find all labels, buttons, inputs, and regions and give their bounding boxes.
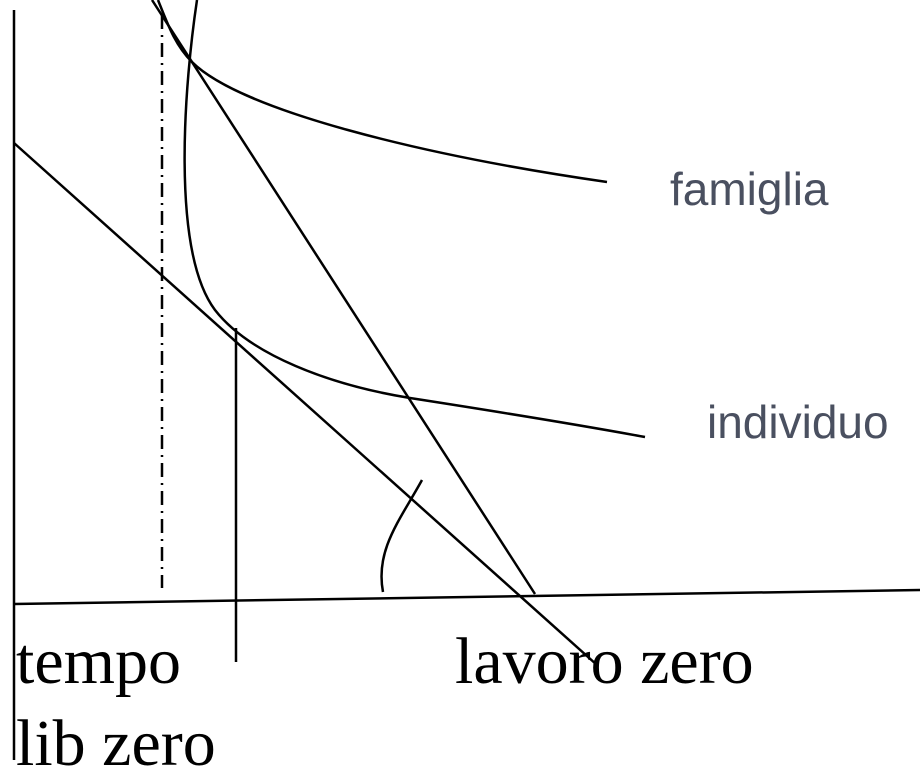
x-axis xyxy=(13,588,920,606)
budget-line-family xyxy=(150,0,537,595)
indifference-curve-family xyxy=(156,0,608,184)
label-work-zero: lavoro zero xyxy=(455,625,754,698)
budget-line-individual xyxy=(13,142,598,666)
indifference-curve-individual xyxy=(183,0,646,439)
label-individual: individuo xyxy=(707,396,889,448)
label-family: famiglia xyxy=(670,163,829,215)
label-free-time-zero-2: lib zero xyxy=(16,707,216,773)
pointer xyxy=(380,479,424,593)
label-free-time-zero-1: tempo xyxy=(16,625,181,698)
